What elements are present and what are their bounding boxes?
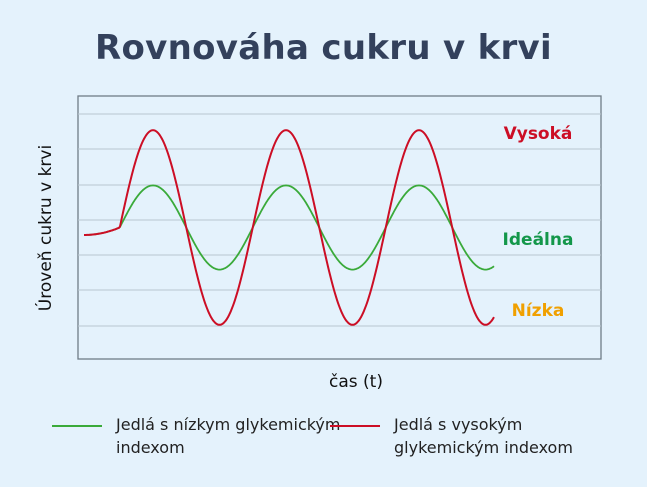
legend-item-high-gi: Jedlá s vysokým glykemickým indexom — [330, 413, 624, 459]
y-axis-label: Úroveň cukru v krvi — [34, 145, 56, 311]
legend-label-high-gi: Jedlá s vysokým glykemickým indexom — [394, 415, 573, 457]
level-label-high: Vysoká — [504, 124, 573, 144]
level-label-low: Nízka — [512, 301, 565, 321]
level-label-ideal: Ideálna — [503, 230, 574, 250]
series-line-low-gi — [84, 184, 495, 271]
x-axis-label: čas (t) — [329, 372, 383, 392]
series-lines — [84, 129, 495, 326]
grid-lines — [78, 113, 601, 327]
legend-item-low-gi: Jedlá s nízkym glykemickým indexom — [52, 413, 346, 459]
legend-swatch-high-gi — [330, 425, 380, 427]
chart-title: Rovnováha cukru v krvi — [95, 28, 552, 68]
legend-label-low-gi: Jedlá s nízkym glykemickým indexom — [116, 415, 341, 457]
legend-swatch-low-gi — [52, 425, 102, 427]
plot-area — [77, 95, 602, 360]
series-line-high-gi — [84, 129, 495, 326]
